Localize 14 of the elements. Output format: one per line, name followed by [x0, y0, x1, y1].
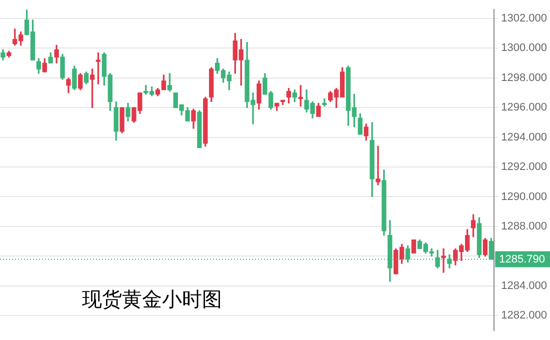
y-tick-label: 1292.000 [501, 161, 548, 174]
y-tick-label: 1290.000 [501, 190, 548, 203]
text: 现货黄金小时图 [82, 286, 222, 313]
y-tick-label: 1282.000 [501, 310, 548, 322]
y-tick-label: 1300.000 [501, 42, 548, 54]
y-tick-label: 1288.000 [501, 220, 548, 232]
ref-line-label: 1285.790 [499, 253, 546, 266]
y-tick-label: 1296.000 [501, 102, 548, 114]
y-tick-label: 1284.000 [501, 280, 548, 292]
candlestick [441, 248, 446, 273]
y-tick-label: 1302.000 [501, 12, 548, 25]
y-tick-label: 1298.000 [501, 72, 548, 84]
candlestick [376, 146, 380, 186]
y-tick-label: 1294.000 [501, 131, 548, 144]
